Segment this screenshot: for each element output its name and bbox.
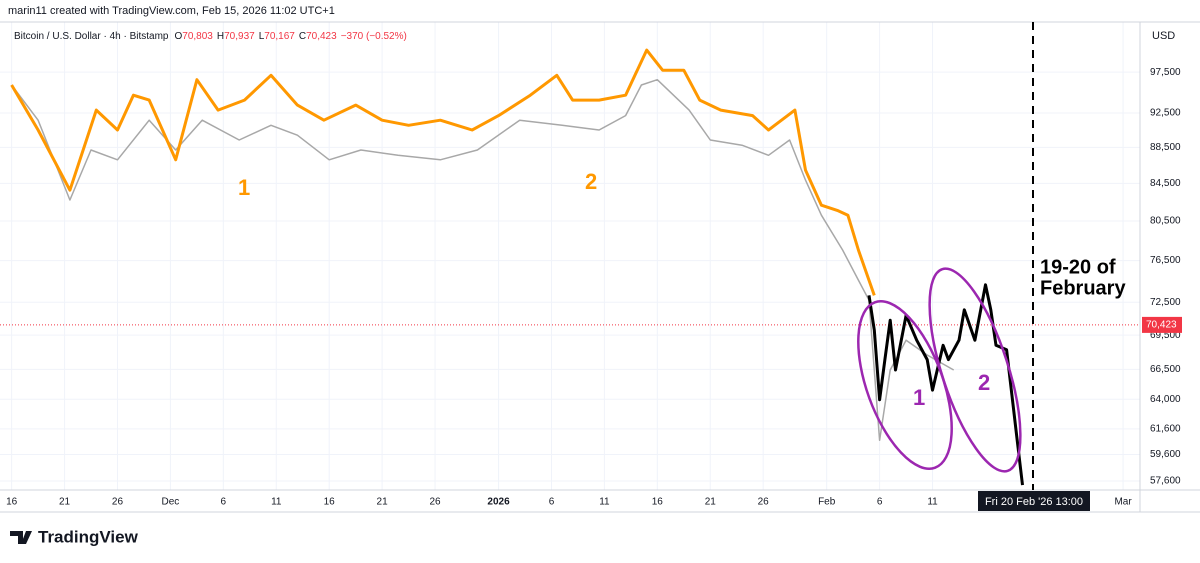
ohlc-label: H (217, 31, 224, 42)
x-tick-label: 16 (324, 497, 336, 508)
ohlc-label: O (175, 31, 183, 42)
price-line (11, 78, 955, 442)
annotation: 1 (238, 175, 250, 200)
ohlc-value: 70,937 (224, 31, 255, 42)
y-tick-label: 69,500 (1150, 330, 1181, 341)
x-tick-label: 26 (429, 497, 441, 508)
x-tick-label: 6 (549, 497, 555, 508)
ohlc-label: C (299, 31, 306, 42)
x-tick-label: 6 (221, 497, 227, 508)
price-line (10, 48, 876, 296)
x-tick-label: 26 (112, 497, 124, 508)
x-tick-label: Feb (818, 497, 836, 508)
ohlc-value: 70,167 (264, 31, 295, 42)
header-note: marin11 created with TradingView.com, Fe… (8, 5, 335, 17)
y-tick-label: 66,500 (1150, 364, 1181, 375)
symbol: Bitcoin / U.S. Dollar · 4h · Bitstamp (14, 31, 169, 42)
x-tick-label: 26 (758, 497, 770, 508)
crosshair-label: Fri 20 Feb '26 13:00 (985, 496, 1083, 508)
annotation: 2 (585, 169, 597, 194)
ohlc-value: 70,803 (182, 31, 213, 42)
y-tick-label: 92,500 (1150, 108, 1181, 119)
ohlc-label: L (259, 31, 265, 42)
y-tick-label: 80,500 (1150, 216, 1181, 227)
y-tick-label: 72,500 (1150, 297, 1181, 308)
annotation: 1 (913, 385, 925, 410)
x-tick-label: 16 (6, 497, 18, 508)
y-tick-label: 59,600 (1150, 449, 1181, 460)
x-tick-label: 2026 (487, 497, 510, 508)
y-tick-label: 64,000 (1150, 394, 1181, 405)
brand: TradingView (38, 527, 139, 546)
grid-layer (0, 22, 1140, 490)
y-tick-label: 88,500 (1150, 142, 1181, 153)
x-tick-label: 21 (59, 497, 71, 508)
x-tick-label: 21 (377, 497, 389, 508)
annotation: 19-20 of (1040, 256, 1116, 278)
y-tick-label: 57,600 (1150, 476, 1181, 487)
annotation: 2 (978, 370, 990, 395)
ohlc-value: 70,423 (306, 31, 337, 42)
ellipse (928, 267, 1022, 473)
x-tick-label: 16 (652, 497, 664, 508)
symbol-line: Bitcoin / U.S. Dollar · 4h · Bitstamp O70… (14, 31, 407, 42)
x-tick-label: 21 (705, 497, 717, 508)
x-tick-label: 11 (927, 497, 938, 508)
y-tick-label: 84,500 (1150, 178, 1181, 189)
x-tick-label: 11 (271, 497, 282, 508)
y-tick-label: 61,600 (1150, 424, 1181, 435)
last-price-label: 70,423 (1146, 320, 1177, 331)
currency: USD (1152, 30, 1175, 42)
crosshair-box (978, 491, 1090, 511)
y-tick-label: 76,500 (1150, 255, 1181, 266)
x-tick-label: Mar (1114, 497, 1132, 508)
x-tick-label: Dec (162, 497, 180, 508)
x-tick-label: 6 (877, 497, 883, 508)
logo-icon (10, 531, 32, 544)
last-price-box (1142, 316, 1182, 333)
change: −370 (−0.52%) (341, 31, 407, 42)
y-tick-label: 97,500 (1150, 67, 1181, 78)
logo: TradingView (10, 527, 139, 546)
x-tick-label: 11 (599, 497, 610, 508)
annotation: February (1040, 277, 1126, 299)
